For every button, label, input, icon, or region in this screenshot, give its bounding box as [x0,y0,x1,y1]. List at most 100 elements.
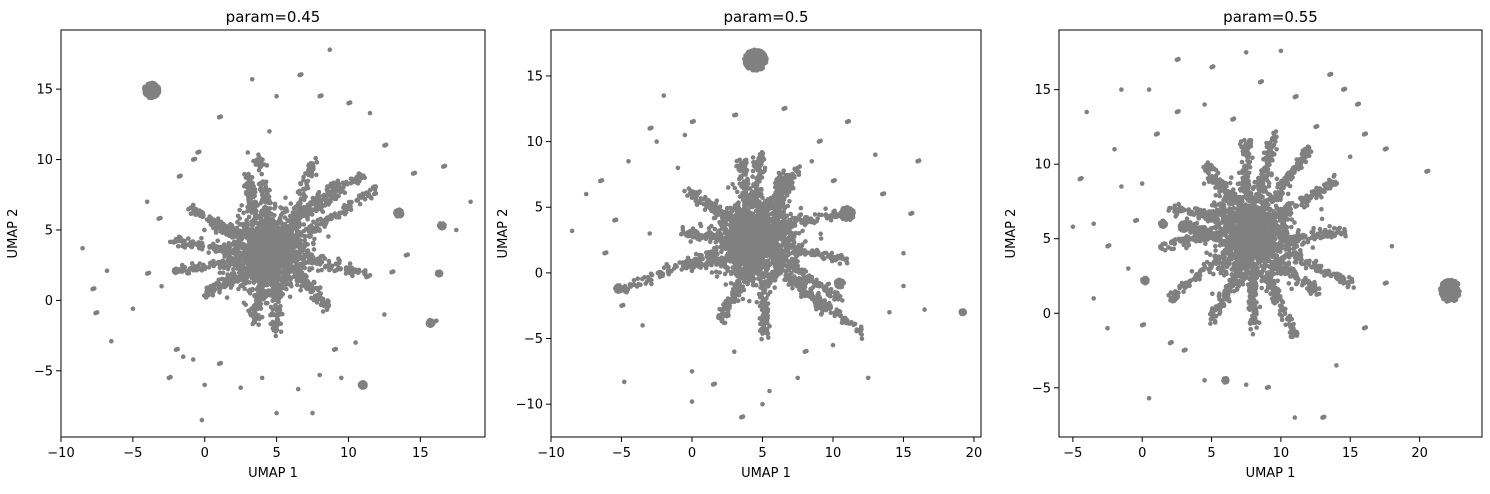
scatter-point [747,299,752,304]
scatter-point [200,268,205,273]
scatter-point [358,202,363,207]
scatter-point [707,226,712,231]
scatter-point [360,381,365,386]
scatter-point [238,241,243,246]
scatter-point [372,192,377,197]
scatter-point [756,243,761,248]
scatter-point [724,282,729,287]
scatter-point [305,212,310,217]
scatter-point [761,225,766,230]
scatter-point [788,212,793,217]
scatter-point [284,287,289,292]
scatter-point [219,114,224,119]
scatter-point [763,230,768,235]
scatter-point [260,197,265,202]
scatter-point [247,231,252,236]
scatter-point [723,272,728,277]
scatter-point [799,206,804,211]
scatter-point [232,277,237,282]
scatter-point [774,245,779,250]
scatter-point [254,298,259,303]
scatter-point [255,314,260,319]
scatter-point [328,47,333,52]
scatter-point [279,291,284,296]
scatter-point [373,185,378,190]
scatter-point [245,257,250,262]
scatter-point [255,259,260,264]
scatter-point [264,187,269,192]
scatter-point [312,200,317,205]
scatter-point [251,190,256,195]
scatter-point [320,260,325,265]
scatter-point [260,315,265,320]
scatter-point [131,307,136,312]
scatter-point [221,284,226,289]
scatter-point [222,247,227,252]
scatter-point [319,268,324,273]
scatter-point [322,223,327,228]
scatter-point [219,361,224,366]
scatter-point [305,251,310,256]
scatter-point [246,172,251,177]
y-tick-label: −5 [34,364,53,379]
scatter-point [266,220,271,225]
scatter-point [220,277,225,282]
scatter-point [302,243,307,248]
scatter-point [225,295,230,300]
scatter-point [251,159,256,164]
scatter-point [714,269,719,274]
scatter-point [759,230,764,235]
scatter-point [147,92,152,97]
scatter-point [357,269,362,274]
scatter-point [333,268,338,273]
scatter-point [468,200,473,205]
scatter-point [303,234,308,239]
scatter-point [293,249,298,254]
scatter-point [331,196,336,201]
scatter-point [792,234,797,239]
scatter-point [763,242,768,247]
scatter-point [765,209,770,214]
scatter-point [297,200,302,205]
scatter-point [285,263,290,268]
scatter-point [202,228,207,233]
scatter-point [329,192,334,197]
scatter-point [260,193,265,198]
scatter-point [298,288,303,293]
scatter-point [268,252,273,257]
scatter-point [152,90,157,95]
scatter-point [261,277,266,282]
scatter-point [252,221,257,226]
scatter-point [237,245,242,250]
scatter-point [443,164,448,169]
scatter-point [335,185,340,190]
scatter-point [262,257,267,262]
scatter-point [258,269,263,274]
scatter-point [289,229,294,234]
scatter-point [297,231,302,236]
scatter-point [240,283,245,288]
y-tick-label: 10 [36,153,53,168]
scatter-point [270,224,275,229]
scatter-point [756,253,761,258]
scatter-point [752,223,757,228]
scatter-point [274,334,279,339]
scatter-point [317,194,322,199]
scatter-point [192,242,197,247]
scatter-point [280,228,285,233]
scatter-point [311,220,316,225]
scatter-point [246,309,251,314]
scatter-point [735,190,740,195]
scatter-point [310,212,315,217]
scatter-point [713,227,718,232]
scatter-point [765,214,770,219]
scatter-point [391,269,396,274]
scatter-point [246,252,251,257]
scatter-point [318,217,323,222]
scatter-point [309,161,314,166]
scatter-point [308,285,313,290]
scatter-point [256,152,261,157]
y-tick-label: 0 [45,294,53,309]
scatter-point [340,189,345,194]
